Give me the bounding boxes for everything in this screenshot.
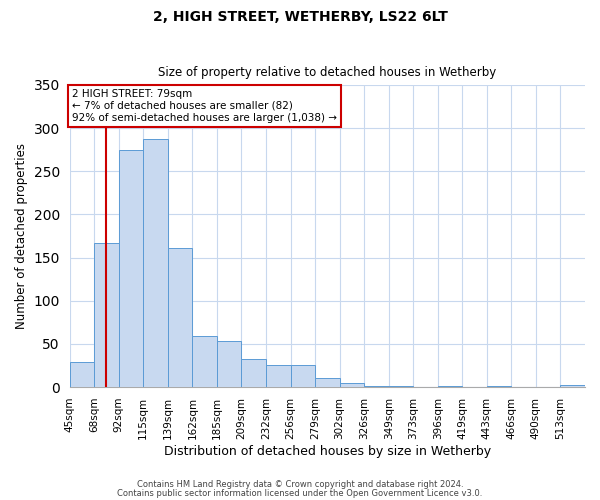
Text: 2 HIGH STREET: 79sqm
← 7% of detached houses are smaller (82)
92% of semi-detach: 2 HIGH STREET: 79sqm ← 7% of detached ho… [72,90,337,122]
Y-axis label: Number of detached properties: Number of detached properties [15,143,28,329]
Bar [315,378,340,387]
X-axis label: Distribution of detached houses by size in Wetherby: Distribution of detached houses by size … [164,444,491,458]
Bar [168,248,193,387]
Bar [487,386,511,387]
Bar [364,386,389,387]
Title: Size of property relative to detached houses in Wetherby: Size of property relative to detached ho… [158,66,496,80]
Text: Contains public sector information licensed under the Open Government Licence v3: Contains public sector information licen… [118,488,482,498]
Bar [438,386,462,387]
Text: Contains HM Land Registry data © Crown copyright and database right 2024.: Contains HM Land Registry data © Crown c… [137,480,463,489]
Bar [340,383,364,387]
Bar [241,358,266,387]
Bar [560,384,585,387]
Bar [143,139,168,387]
Bar [217,342,241,387]
Bar [389,386,413,387]
Bar [70,362,94,387]
Text: 2, HIGH STREET, WETHERBY, LS22 6LT: 2, HIGH STREET, WETHERBY, LS22 6LT [152,10,448,24]
Bar [266,364,290,387]
Bar [290,364,315,387]
Bar [193,336,217,387]
Bar [94,243,119,387]
Bar [119,150,143,387]
